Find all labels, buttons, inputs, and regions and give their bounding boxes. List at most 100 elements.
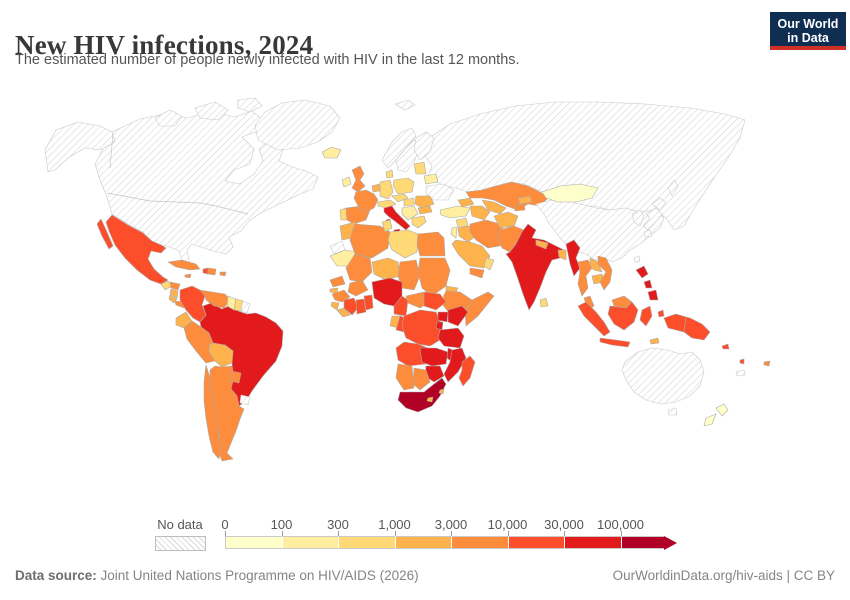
country-denmark[interactable]: [385, 169, 394, 179]
country-lesotho[interactable]: [426, 396, 434, 403]
country-uruguay[interactable]: [239, 394, 251, 406]
country-jordan[interactable]: [450, 226, 458, 239]
country-china[interactable]: [535, 199, 665, 263]
country-puerto-rico[interactable]: [219, 271, 227, 277]
country-tanzania[interactable]: [437, 327, 465, 349]
country-caucasus[interactable]: [457, 197, 475, 208]
country-thailand[interactable]: [577, 259, 593, 297]
country-botswana[interactable]: [412, 367, 431, 391]
country-haiti[interactable]: [202, 267, 209, 275]
legend-bin-c8[interactable]: [620, 536, 664, 549]
country-romania[interactable]: [414, 195, 435, 209]
country-senegal[interactable]: [329, 275, 346, 288]
country-bulgaria[interactable]: [417, 205, 433, 215]
country-new-zealand-north[interactable]: [715, 403, 729, 417]
country-ukraine[interactable]: [425, 183, 455, 201]
country-greece[interactable]: [411, 215, 427, 229]
legend-bin-c4[interactable]: [394, 536, 451, 549]
country-germany[interactable]: [379, 179, 394, 200]
country-madagascar[interactable]: [458, 355, 476, 387]
country-philippines[interactable]: [643, 279, 653, 289]
country-mongolia[interactable]: [541, 183, 599, 203]
country-cameroon[interactable]: [393, 295, 409, 317]
country-sri-lanka[interactable]: [539, 297, 549, 308]
country-mali[interactable]: [345, 253, 373, 283]
country-colombia[interactable]: [179, 285, 207, 323]
country-kyrgyzstan[interactable]: [517, 195, 533, 205]
world-map[interactable]: [0, 92, 850, 514]
country-czechia[interactable]: [391, 193, 409, 203]
country-uzbekistan[interactable]: [481, 199, 507, 215]
country-togo-benin[interactable]: [363, 294, 374, 311]
country-fiji[interactable]: [763, 360, 771, 367]
country-finland[interactable]: [413, 131, 435, 161]
country-ireland[interactable]: [341, 176, 352, 188]
country-mexico[interactable]: [105, 214, 169, 285]
country-south-sudan[interactable]: [423, 291, 447, 311]
country-bangladesh[interactable]: [557, 249, 567, 261]
country-namibia[interactable]: [395, 363, 415, 391]
country-somalia[interactable]: [464, 291, 495, 327]
country-belarus[interactable]: [423, 173, 439, 185]
country-paraguay[interactable]: [229, 370, 242, 384]
country-oman[interactable]: [483, 257, 495, 271]
country-sierra-leone[interactable]: [330, 301, 340, 311]
country-new-caledonia[interactable]: [735, 369, 746, 377]
country-kenya[interactable]: [447, 305, 469, 327]
country-alaska[interactable]: [44, 121, 116, 173]
country-kalimantan[interactable]: [607, 301, 639, 331]
owid-logo[interactable]: Our World in Data: [770, 12, 846, 50]
country-liberia[interactable]: [336, 307, 351, 318]
country-tunisia[interactable]: [381, 219, 393, 233]
footer-link[interactable]: OurWorldinData.org/hiv-aids | CC BY: [612, 568, 835, 583]
country-france[interactable]: [353, 189, 379, 213]
legend-bin-c1[interactable]: [225, 536, 282, 549]
country-australia[interactable]: [621, 347, 705, 405]
country-solomon-islands[interactable]: [721, 343, 730, 350]
country-japan[interactable]: [651, 197, 667, 211]
country-svalbard[interactable]: [394, 99, 416, 111]
country-united-kingdom[interactable]: [351, 165, 366, 193]
country-west-papua[interactable]: [663, 313, 687, 333]
country-sudan[interactable]: [417, 257, 451, 297]
country-cuba[interactable]: [167, 259, 201, 271]
country-tajikistan[interactable]: [513, 203, 526, 212]
country-chad[interactable]: [397, 259, 421, 291]
country-niger[interactable]: [371, 257, 401, 281]
country-japan[interactable]: [642, 207, 663, 231]
country-sumatra[interactable]: [577, 301, 611, 337]
country-canada-islands[interactable]: [237, 97, 263, 113]
country-new-zealand-south[interactable]: [703, 413, 717, 427]
country-greenland[interactable]: [254, 99, 341, 151]
country-yemen[interactable]: [469, 267, 485, 279]
no-data-swatch[interactable]: [155, 536, 206, 551]
country-burkina-faso[interactable]: [347, 279, 369, 297]
legend-bin-c5[interactable]: [451, 536, 508, 549]
country-balkans[interactable]: [401, 205, 419, 221]
country-pakistan[interactable]: [497, 225, 525, 253]
country-chile[interactable]: [203, 364, 222, 460]
country-myanmar[interactable]: [565, 239, 581, 277]
country-norway[interactable]: [381, 127, 417, 169]
legend-bin-c6[interactable]: [507, 536, 564, 549]
country-japan[interactable]: [643, 229, 653, 238]
country-algeria[interactable]: [349, 223, 391, 259]
country-canada-islands[interactable]: [194, 101, 229, 121]
country-india[interactable]: [505, 223, 565, 311]
country-egypt[interactable]: [416, 231, 446, 257]
country-philippines[interactable]: [647, 289, 659, 301]
country-venezuela[interactable]: [199, 289, 231, 309]
country-italy[interactable]: [383, 205, 411, 231]
country-united-states[interactable]: [94, 110, 319, 269]
country-french-guiana[interactable]: [240, 300, 251, 314]
country-korea[interactable]: [631, 209, 645, 227]
country-honduras[interactable]: [169, 281, 181, 291]
country-sakhalin[interactable]: [667, 179, 679, 197]
country-sulawesi[interactable]: [639, 305, 653, 327]
country-vietnam[interactable]: [597, 255, 613, 291]
country-iceland[interactable]: [321, 146, 342, 159]
country-mozambique[interactable]: [443, 347, 467, 383]
legend-bin-c3[interactable]: [338, 536, 395, 549]
country-jamaica[interactable]: [184, 273, 192, 279]
country-baltics[interactable]: [413, 161, 427, 175]
